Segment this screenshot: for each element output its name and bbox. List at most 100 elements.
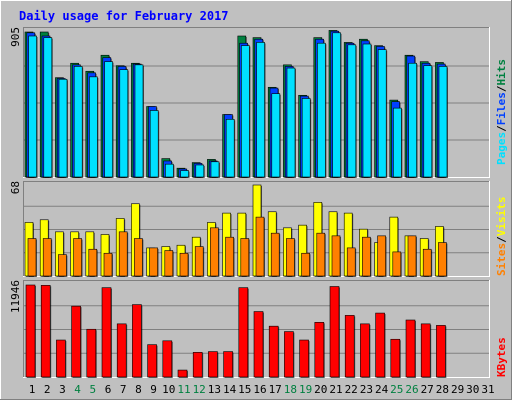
kbytes-bar-day-25 — [390, 338, 401, 378]
pages-bar-day-16 — [256, 42, 266, 178]
sites-bar-day-15 — [240, 238, 250, 277]
sites-bar-day-24 — [377, 235, 387, 277]
sites-bar-day-10 — [164, 250, 174, 277]
pages-bar-day-21 — [332, 32, 342, 179]
x-tick-label-day-8: 8 — [135, 383, 142, 396]
kbytes-bar-day-9 — [147, 344, 158, 378]
sites-bar-day-26 — [407, 235, 417, 277]
x-tick-label-day-28: 28 — [436, 383, 449, 396]
x-tick-label-day-12: 12 — [193, 383, 206, 396]
sites-bar-day-1 — [27, 238, 37, 277]
pages-bar-day-6 — [104, 61, 114, 178]
sites-bar-day-18 — [286, 238, 296, 277]
kbytes-bar-day-18 — [284, 331, 295, 378]
kbytes-bar-day-20 — [314, 322, 325, 378]
x-tick-label-day-2: 2 — [44, 383, 51, 396]
sites-bar-day-22 — [346, 247, 357, 277]
x-tick-label-day-26: 26 — [405, 383, 418, 396]
kbytes-bar-day-2 — [40, 285, 52, 378]
pages-bar-day-4 — [73, 66, 84, 178]
x-tick-label-day-9: 9 — [150, 383, 157, 396]
sites-bar-day-21 — [331, 235, 341, 277]
kbytes-bar-day-7 — [116, 323, 128, 378]
kbytes-bar-day-26 — [405, 319, 416, 378]
pages-bar-day-23 — [362, 43, 372, 179]
pages-bar-day-22 — [347, 44, 357, 178]
kbytes-bar-day-4 — [71, 305, 82, 378]
legend-hits: Hits — [495, 59, 508, 86]
kbytes-bar-day-13 — [208, 351, 219, 378]
x-tick-label-day-30: 30 — [466, 383, 479, 396]
sites-bar-day-4 — [73, 238, 83, 277]
sites-bar-day-7 — [118, 231, 129, 277]
x-tick-label-day-3: 3 — [59, 383, 66, 396]
kbytes-bar-day-1 — [25, 284, 36, 378]
pages-bar-day-3 — [58, 78, 68, 178]
pages-bar-day-25 — [393, 107, 403, 178]
sites-bar-day-13 — [210, 227, 220, 277]
legend-sep-3: / — [495, 236, 508, 243]
pages-bar-day-11 — [180, 170, 190, 178]
sites-bar-day-23 — [362, 236, 372, 277]
sites-bar-day-3 — [58, 254, 68, 277]
x-tick-label-day-20: 20 — [314, 383, 327, 396]
kbytes-bar-day-22 — [344, 315, 356, 378]
kbytes-bar-day-24 — [375, 312, 386, 378]
x-tick-label-day-6: 6 — [105, 383, 112, 396]
sites-bar-day-28 — [438, 242, 448, 277]
kbytes-bar-day-5 — [86, 328, 97, 378]
x-tick-label-day-24: 24 — [375, 383, 389, 396]
pages-bar-day-17 — [271, 93, 281, 178]
kbytes-bar-day-19 — [299, 339, 310, 378]
pages-bar-day-5 — [89, 76, 99, 178]
x-tick-label-day-13: 13 — [208, 383, 221, 396]
legend-visits-sites: Sites/Visits — [495, 197, 508, 277]
legend-sep-2: / — [495, 85, 508, 92]
x-tick-label-day-19: 19 — [299, 383, 312, 396]
sites-bar-day-19 — [301, 252, 311, 277]
legend-sep-1: / — [495, 125, 508, 132]
sites-bar-day-8 — [134, 238, 144, 277]
kbytes-bar-day-14 — [223, 351, 234, 378]
visits-max-label: 68 — [9, 181, 22, 194]
sites-bar-day-11 — [179, 252, 189, 277]
kbytes-bar-day-21 — [329, 286, 340, 378]
sites-bar-day-16 — [255, 216, 265, 277]
kbytes-max-label: 11946 — [9, 280, 22, 313]
x-tick-label-day-1: 1 — [29, 383, 36, 396]
pages-bar-day-1 — [28, 35, 38, 178]
sites-bar-day-2 — [42, 238, 53, 277]
kbytes-bar-day-28 — [436, 325, 447, 378]
x-tick-label-day-29: 29 — [451, 383, 464, 396]
kbytes-bar-day-17 — [268, 325, 280, 378]
sites-bar-day-9 — [149, 247, 159, 277]
sites-bar-day-5 — [88, 248, 98, 277]
pages-bar-day-9 — [149, 110, 160, 178]
x-tick-label-day-22: 22 — [345, 383, 358, 396]
x-axis-day-labels: 1 2 3 4 5 6 7 8 9 10 11 12 13 14 15 16 17 18 19 20 21 22 23 24 2… — [29, 383, 495, 396]
sites-bar-day-20 — [316, 232, 326, 277]
pages-bar-day-15 — [241, 45, 251, 178]
x-tick-label-day-21: 21 — [329, 383, 342, 396]
pages-bar-day-24 — [377, 49, 388, 178]
pages-bar-day-18 — [286, 67, 296, 178]
kbytes-bar-day-16 — [253, 311, 264, 378]
x-tick-label-day-11: 11 — [177, 383, 190, 396]
kbytes-bar-day-15 — [238, 287, 249, 378]
pages-bar-day-7 — [119, 69, 129, 178]
kbytes-bar-day-11 — [177, 369, 188, 378]
x-tick-label-day-23: 23 — [360, 383, 373, 396]
x-tick-label-day-7: 7 — [120, 383, 127, 396]
pages-bar-day-19 — [301, 98, 312, 178]
x-tick-label-day-31: 31 — [481, 383, 494, 396]
kbytes-bar-day-23 — [360, 323, 371, 378]
sites-bar-day-12 — [194, 246, 205, 277]
legend-files: Files — [495, 92, 508, 125]
kbytes-bar-day-8 — [132, 304, 143, 378]
x-tick-label-day-15: 15 — [238, 383, 251, 396]
sites-bar-day-14 — [225, 236, 235, 277]
legend-visits: Visits — [495, 197, 508, 237]
legend-pages: Pages — [495, 132, 508, 165]
pages-bar-day-20 — [317, 42, 327, 178]
pages-bar-day-27 — [423, 65, 433, 178]
